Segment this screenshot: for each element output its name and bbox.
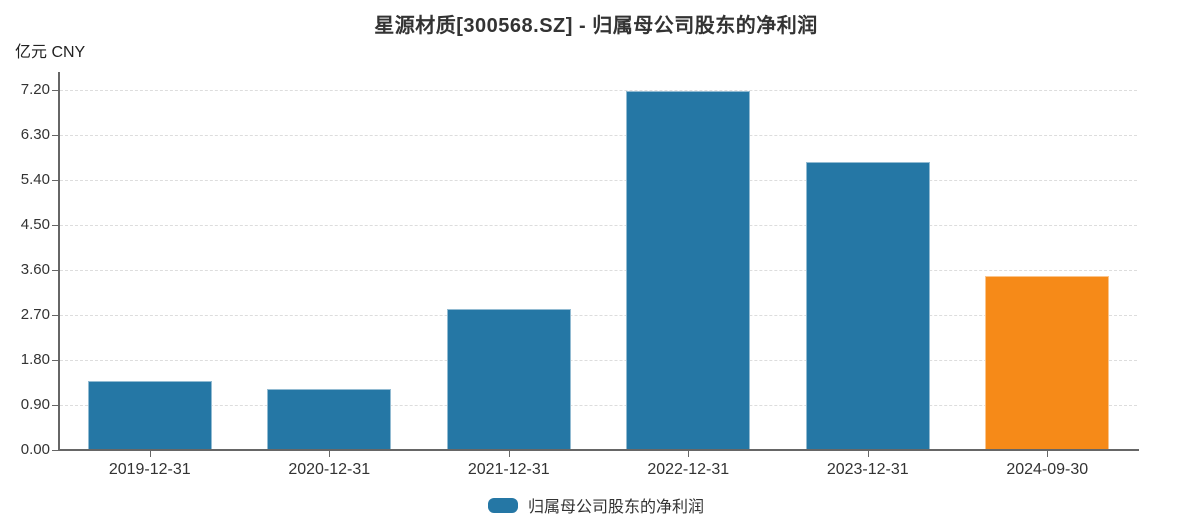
y-axis-tick [52, 180, 60, 181]
gridline [60, 270, 1137, 271]
bar-2024-09-30[interactable] [985, 276, 1110, 450]
legend-label[interactable]: 归属母公司股东的净利润 [527, 499, 704, 516]
gridline [60, 360, 1137, 361]
y-axis-tick-label: 1.80 [20, 351, 50, 368]
bar-2022-12-31[interactable] [626, 90, 751, 450]
gridline [60, 135, 1137, 136]
y-axis-tick-label: 4.50 [20, 216, 50, 233]
y-axis-tick-label: 0.90 [20, 396, 50, 413]
y-axis-unit-label: 亿元 CNY [15, 44, 86, 61]
x-axis-tick [149, 451, 151, 457]
y-axis-line [58, 72, 60, 451]
bar-2023-12-31[interactable] [805, 162, 930, 450]
gridline [60, 180, 1137, 181]
y-axis-tick [52, 450, 60, 451]
x-axis-tick-label: 2021-12-31 [467, 461, 550, 478]
x-axis-tick-label: 2023-12-31 [826, 461, 909, 478]
bar-2019-12-31[interactable] [87, 381, 212, 450]
legend-marker[interactable] [487, 497, 518, 513]
y-axis-tick-label: 6.30 [20, 126, 50, 143]
gridline [60, 225, 1137, 226]
x-axis-tick [329, 451, 331, 457]
y-axis-tick [52, 405, 60, 406]
y-axis-tick-label: 2.70 [20, 306, 50, 323]
legend-item[interactable]: 归属母公司股东的净利润 [0, 495, 1192, 516]
y-axis-tick-label: 7.20 [20, 81, 50, 98]
gridline [60, 405, 1137, 406]
bar-2021-12-31[interactable] [446, 308, 571, 450]
x-axis-tick-label: 2024-09-30 [1006, 461, 1089, 478]
y-axis-tick [52, 225, 60, 226]
x-axis-tick-label: 2019-12-31 [108, 461, 191, 478]
chart-title: 星源材质[300568.SZ] - 归属母公司股东的净利润 [374, 15, 818, 37]
y-axis-tick [52, 315, 60, 316]
y-axis-tick [52, 135, 60, 136]
x-axis-tick [1047, 451, 1049, 457]
y-axis-tick-label: 5.40 [20, 171, 50, 188]
y-axis-tick-label: 3.60 [20, 261, 50, 278]
x-axis-line [58, 449, 1139, 451]
bar-2020-12-31[interactable] [267, 388, 392, 450]
x-axis-tick [688, 451, 690, 457]
y-axis-tick [52, 270, 60, 271]
x-axis-tick [867, 451, 869, 457]
y-axis-tick [52, 90, 60, 91]
x-axis-tick-label: 2022-12-31 [647, 461, 730, 478]
x-axis-tick-label: 2020-12-31 [288, 461, 371, 478]
plot-area [58, 72, 1139, 451]
y-axis-tick-label: 0.00 [20, 441, 50, 458]
gridline [60, 90, 1137, 91]
y-axis-tick [52, 360, 60, 361]
gridline [60, 315, 1137, 316]
x-axis-tick [508, 451, 510, 457]
